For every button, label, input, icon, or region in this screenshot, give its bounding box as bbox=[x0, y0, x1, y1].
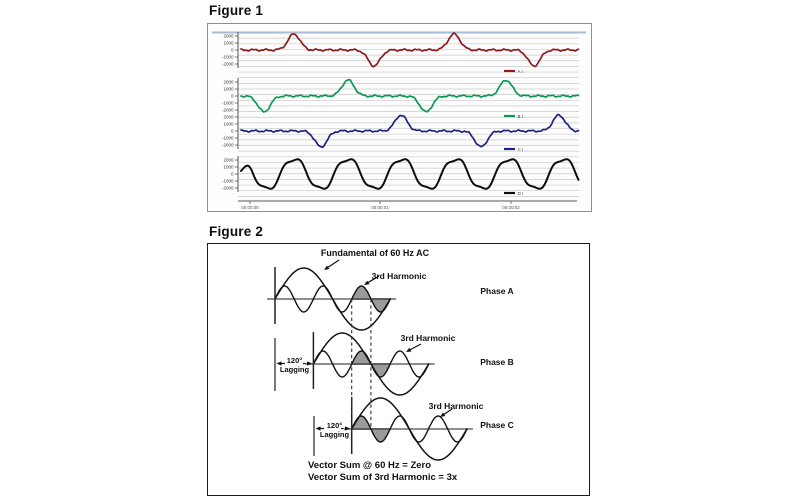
lagging-word: Lagging bbox=[319, 429, 350, 439]
phase-a-label: Phase A bbox=[480, 286, 514, 296]
third-harmonic-label-phase-a: 3rd Harmonic bbox=[371, 271, 427, 281]
svg-text:0: 0 bbox=[231, 172, 234, 177]
phase-c-label: Phase C bbox=[480, 420, 514, 430]
lagging-degrees: 120° bbox=[326, 421, 343, 430]
svg-text:-1000: -1000 bbox=[222, 101, 234, 106]
svg-text:B I: B I bbox=[518, 114, 524, 119]
svg-text:A I: A I bbox=[518, 69, 523, 74]
svg-text:-2000: -2000 bbox=[222, 186, 234, 191]
svg-text:2000: 2000 bbox=[223, 34, 234, 39]
svg-text:D I: D I bbox=[518, 191, 524, 196]
svg-text:2000: 2000 bbox=[223, 158, 234, 163]
figure1-oscillogram-chart: 2000 1000 0 -1000 -2000 A I 2000 1000 0 -1000 -200… bbox=[207, 23, 592, 212]
svg-text:1000: 1000 bbox=[223, 87, 234, 92]
svg-text:-2000: -2000 bbox=[222, 62, 234, 67]
phase-b-label: Phase B bbox=[480, 357, 514, 367]
svg-text:-1000: -1000 bbox=[222, 55, 234, 60]
fundamental-label: Fundamental of 60 Hz AC bbox=[320, 248, 430, 258]
svg-text:0: 0 bbox=[231, 94, 234, 99]
figure2-diagram-canvas bbox=[267, 259, 473, 461]
lagging-degrees: 120° bbox=[286, 356, 303, 365]
svg-text:C I: C I bbox=[518, 147, 524, 152]
svg-text:-1000: -1000 bbox=[222, 136, 234, 141]
svg-text:2000: 2000 bbox=[223, 80, 234, 85]
third-harmonic-label-phase-c: 3rd Harmonic bbox=[428, 401, 484, 411]
lagging-annotation-bc: 120° Lagging bbox=[316, 421, 353, 439]
svg-text:-1000: -1000 bbox=[222, 179, 234, 184]
figure2-title: Figure 2 bbox=[209, 224, 264, 239]
svg-text:00:00:00: 00:00:00 bbox=[241, 205, 259, 210]
third-harmonic-label-phase-b: 3rd Harmonic bbox=[400, 333, 456, 343]
svg-text:-2000: -2000 bbox=[222, 143, 234, 148]
svg-text:0: 0 bbox=[231, 48, 234, 53]
figure1-title: Figure 1 bbox=[209, 3, 264, 18]
svg-text:1000: 1000 bbox=[223, 165, 234, 170]
svg-text:1000: 1000 bbox=[223, 122, 234, 127]
lagging-word: Lagging bbox=[279, 364, 310, 374]
figure1-waveform-canvas: 2000 1000 0 -1000 -2000 A I 2000 1000 0 -1000 -200… bbox=[212, 31, 586, 210]
vector-sum-3rd-harmonic-text: Vector Sum of 3rd Harmonic = 3x bbox=[308, 472, 458, 483]
svg-text:2000: 2000 bbox=[223, 115, 234, 120]
vector-sum-60hz-text: Vector Sum @ 60 Hz = Zero bbox=[308, 460, 432, 471]
lagging-annotation-ab: 120° Lagging bbox=[276, 356, 313, 374]
svg-text:00:00:01: 00:00:01 bbox=[371, 205, 389, 210]
svg-text:00:00:02: 00:00:02 bbox=[502, 205, 520, 210]
svg-text:-2000: -2000 bbox=[222, 108, 234, 113]
svg-text:1000: 1000 bbox=[223, 41, 234, 46]
figure2-harmonic-diagram: Fundamental of 60 Hz AC 3rd Harmonic 3rd… bbox=[207, 243, 590, 496]
svg-text:0: 0 bbox=[231, 129, 234, 134]
